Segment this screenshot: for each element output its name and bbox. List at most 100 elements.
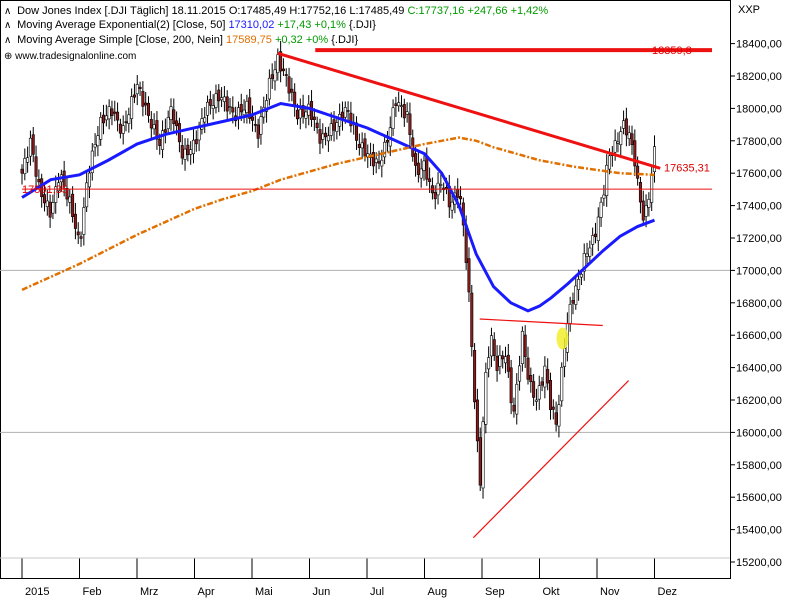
candle-body <box>371 152 375 167</box>
candle-body <box>158 139 162 146</box>
candle-body <box>532 381 536 398</box>
legend-wave-icon: ∧ <box>4 20 12 31</box>
candle-body <box>211 105 215 109</box>
watermark-link[interactable]: ⊕ www.tradesignalonline.com <box>4 51 136 62</box>
candle-body <box>526 357 530 380</box>
candle-body <box>130 96 134 119</box>
highlight-marker <box>556 327 569 350</box>
trendline <box>472 380 630 539</box>
candle-body <box>652 146 656 172</box>
candle-body <box>357 144 361 148</box>
candle-body <box>248 97 252 119</box>
candle-body <box>144 102 148 106</box>
candle-body <box>641 200 645 221</box>
candle-body <box>312 116 316 120</box>
candle-body <box>506 354 510 372</box>
candle-body <box>324 132 328 138</box>
candle-body <box>363 138 367 157</box>
candle-body <box>636 165 640 179</box>
candle-body <box>602 194 606 199</box>
y-tick-label: 15800,00 <box>736 460 782 472</box>
candle-body <box>473 350 477 403</box>
candle-body <box>161 130 165 150</box>
y-tick-label: 17000,00 <box>736 265 782 277</box>
candle-body <box>253 124 257 126</box>
candle-body <box>99 117 103 140</box>
candle-body <box>571 300 575 304</box>
legend-price-open: O:17485,49 <box>228 5 287 17</box>
candle-body <box>208 99 212 106</box>
ema50-line <box>21 101 656 313</box>
legend-ema-name: Moving Average Exponential(2) [Close, 50… <box>17 19 226 31</box>
candle-body <box>560 366 564 402</box>
y-tick-label: 17800,00 <box>736 136 782 148</box>
y-tick-label: 15600,00 <box>736 492 782 504</box>
candle-body <box>163 129 167 133</box>
candle-body <box>259 116 263 135</box>
candle-body <box>537 385 541 400</box>
candle-body <box>391 107 395 129</box>
legend-price-high: H:17752,16 <box>289 5 347 17</box>
y-tick-label: 16000,00 <box>736 427 782 439</box>
candle-body <box>42 194 46 204</box>
candle-body <box>239 104 243 113</box>
candle-body <box>295 109 299 120</box>
candle-body <box>34 156 38 177</box>
candle-body <box>563 348 567 367</box>
candle-body <box>470 292 474 347</box>
value-label: 18359,8 <box>652 45 692 57</box>
candle-body <box>343 107 347 118</box>
trendline <box>479 318 603 327</box>
candle-body <box>166 117 170 129</box>
candle-body <box>220 97 224 101</box>
candle-body <box>231 107 235 113</box>
candle-body <box>104 115 108 121</box>
legend-sma-value: 17589,75 <box>225 34 272 46</box>
candle-body <box>543 365 547 388</box>
x-tick-label: Okt <box>543 586 560 598</box>
candle-body <box>512 404 516 412</box>
candle-body <box>481 421 485 489</box>
candle-body <box>422 160 426 171</box>
candle-body <box>273 69 277 82</box>
x-tick-label: Jul <box>370 586 384 598</box>
x-tick-label: Mrz <box>140 586 158 598</box>
candle-body <box>329 123 333 136</box>
legend-sma-symbol: {.DJI} <box>331 34 359 46</box>
candle-body <box>596 216 600 242</box>
candle-body <box>630 133 634 146</box>
candle-body <box>380 159 384 167</box>
candle-body <box>520 331 524 365</box>
candle-body <box>169 106 173 120</box>
legend-ema: ∧ Moving Average Exponential(2) [Close, … <box>4 18 376 33</box>
candle-body <box>419 168 423 179</box>
candle-body <box>644 205 648 217</box>
candle-body <box>326 135 330 142</box>
candle-body <box>515 383 519 415</box>
candle-body <box>638 182 642 203</box>
candle-body <box>579 273 583 278</box>
candle-body <box>577 279 581 290</box>
candle-body <box>132 94 136 98</box>
candle-body <box>79 236 83 239</box>
candle-body <box>399 105 403 107</box>
candle-body <box>650 174 654 203</box>
candle-body <box>383 141 387 158</box>
candle-body <box>484 372 488 425</box>
x-tick-label: Dez <box>658 586 678 598</box>
candle-body <box>397 102 401 107</box>
trendline <box>277 51 661 170</box>
candle-body <box>509 367 513 404</box>
candle-body <box>374 158 378 163</box>
candle-body <box>487 357 491 370</box>
candle-body <box>284 74 288 76</box>
candle-body <box>37 178 41 183</box>
candle-body <box>557 404 561 427</box>
legend-sma-percent: +0% <box>305 34 329 46</box>
candle-body <box>622 120 626 129</box>
candle-body <box>87 172 91 188</box>
candle-body <box>349 112 353 127</box>
candle-body <box>498 355 502 367</box>
candle-body <box>90 150 94 174</box>
